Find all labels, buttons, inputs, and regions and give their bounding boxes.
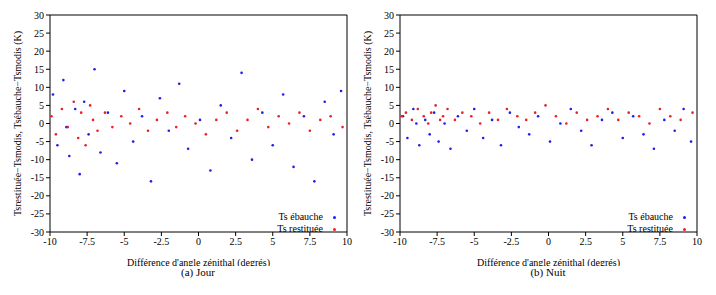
- svg-text:Tsrestituée−Tsmodis, Tsébauche: Tsrestituée−Tsmodis, Tsébauche−Tsmodis (…: [362, 31, 374, 216]
- svg-text:-25: -25: [381, 208, 394, 219]
- svg-text:10: 10: [342, 236, 352, 247]
- svg-text:0: 0: [196, 236, 201, 247]
- svg-text:7.5: 7.5: [654, 236, 667, 247]
- html-text:(a) Jour: (a) Jour: [181, 266, 215, 278]
- svg-text:-30: -30: [31, 227, 44, 238]
- svg-text:-10: -10: [43, 236, 56, 247]
- html-text:Ts ébauche: Ts ébauche: [278, 211, 323, 222]
- svg-text:-25: -25: [31, 208, 44, 219]
- svg-text:5: 5: [620, 236, 625, 247]
- svg-text:-15: -15: [381, 172, 394, 183]
- svg-text:Différence d'angle zénithal (d: Différence d'angle zénithal (degrés): [477, 257, 620, 266]
- svg-text:-30: -30: [381, 227, 394, 238]
- svg-text:5: 5: [389, 100, 394, 111]
- svg-text:-5: -5: [386, 136, 394, 147]
- svg-text:30: 30: [384, 10, 394, 21]
- svg-text:5: 5: [270, 236, 275, 247]
- svg-text:15: 15: [34, 64, 44, 75]
- svg-text:-10: -10: [381, 154, 394, 165]
- svg-text:-10: -10: [31, 154, 44, 165]
- svg-text:0: 0: [546, 236, 551, 247]
- svg-text:-7.5: -7.5: [79, 236, 95, 247]
- svg-text:-20: -20: [31, 190, 44, 201]
- svg-text:-2.5: -2.5: [153, 236, 169, 247]
- svg-text:-2.5: -2.5: [503, 236, 519, 247]
- svg-text:-5: -5: [120, 236, 128, 247]
- svg-text:-5: -5: [36, 136, 44, 147]
- html-text:Ts restituée: Ts restituée: [627, 223, 673, 234]
- svg-text:0: 0: [39, 118, 44, 129]
- html-text:(b) Nuit: (b) Nuit: [530, 266, 566, 278]
- svg-text:-15: -15: [31, 172, 44, 183]
- svg-text:25: 25: [384, 28, 394, 39]
- svg-text:-10: -10: [393, 236, 406, 247]
- svg-text:30: 30: [34, 10, 44, 21]
- svg-text:10: 10: [34, 82, 44, 93]
- svg-text:10: 10: [692, 236, 702, 247]
- svg-text:20: 20: [384, 46, 394, 57]
- svg-text:-5: -5: [470, 236, 478, 247]
- svg-text:Différence d'angle zénithal (d: Différence d'angle zénithal (degrés): [127, 257, 270, 266]
- svg-text:20: 20: [34, 46, 44, 57]
- svg-text:-7.5: -7.5: [429, 236, 445, 247]
- svg-text:15: 15: [384, 64, 394, 75]
- html-text:Ts restituée: Ts restituée: [277, 223, 323, 234]
- svg-text:2.5: 2.5: [579, 236, 592, 247]
- svg-text:25: 25: [34, 28, 44, 39]
- html-text:Ts ébauche: Ts ébauche: [628, 211, 673, 222]
- svg-text:7.5: 7.5: [304, 236, 317, 247]
- svg-text:-20: -20: [381, 190, 394, 201]
- svg-text:10: 10: [384, 82, 394, 93]
- svg-text:5: 5: [39, 100, 44, 111]
- svg-text:Tsrestituée−Tsmodis, Tsébauche: Tsrestituée−Tsmodis, Tsébauche−Tsmodis (…: [12, 31, 24, 216]
- svg-text:2.5: 2.5: [229, 236, 242, 247]
- svg-text:0: 0: [389, 118, 394, 129]
